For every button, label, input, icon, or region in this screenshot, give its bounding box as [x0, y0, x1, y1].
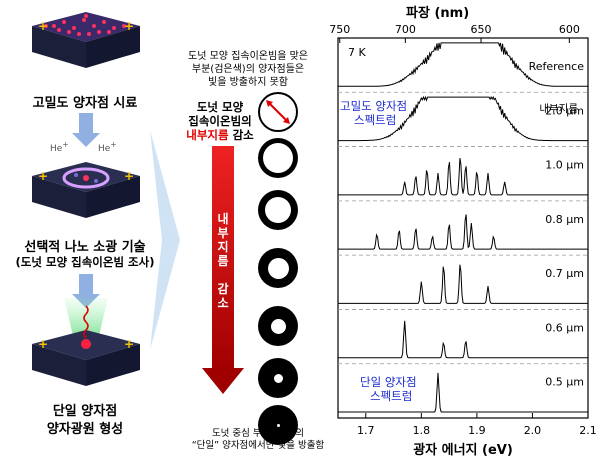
- spectrum-line-5: [338, 320, 588, 359]
- spectrum-line-0: [338, 42, 588, 87]
- series-label: 0.7 μm: [545, 267, 584, 280]
- top-note-line1: 도넛 모양 집속이온빔을 맞은: [188, 51, 308, 62]
- top-note-line2: 부분(검은색)의 양자점들은: [191, 64, 305, 75]
- top-axis-label: 파장 (nm): [406, 6, 470, 21]
- spectrum-line-4: [338, 264, 588, 304]
- inner-note-line2: 집속이온빔의: [188, 114, 252, 128]
- he-label-2: He: [98, 144, 111, 154]
- svg-text:+: +: [124, 169, 134, 183]
- temperature-label: 7 K: [348, 46, 366, 59]
- step2-sublabel: (도넛 모양 집속이온빔 조사): [15, 255, 155, 269]
- series-label: 0.8 μm: [545, 213, 584, 226]
- decrease-arrowhead: [202, 368, 244, 394]
- bottom-note-line2: “단일” 양자점에서만 빛을 방출함: [191, 440, 325, 451]
- spectra-chart: 750 700 650 600 1.7 1.8 1.9 2.0 2.1 광자 에너지 (eV) Re…: [330, 23, 597, 458]
- top-tick-label: 600: [559, 23, 580, 36]
- annot-high-density-line2: 스펙트럼: [354, 113, 396, 127]
- plot-frame: [337, 37, 589, 419]
- decrease-bar: [212, 146, 234, 370]
- single-qd-source-chip: + +: [32, 298, 140, 386]
- light-blue-sweep-arrow: [150, 130, 180, 350]
- annot-single-line2: 스펙트럼: [370, 389, 412, 403]
- bottom-note-line1: 도넛 중심 부분(흰색)의: [211, 428, 305, 439]
- donut-ring-0-8um: [258, 248, 298, 288]
- spectrum-line-3: [338, 214, 588, 250]
- spectrum-line-2: [338, 158, 588, 196]
- diameter-arrow-icon: [266, 100, 290, 124]
- decrease-bar-text: 내 부 지 름 감 소: [217, 212, 229, 310]
- series-label: Reference: [529, 60, 585, 73]
- x-tick-label: 1.8: [413, 424, 431, 437]
- svg-text:+: +: [38, 169, 48, 183]
- donut-ring-0-7um: [258, 306, 298, 346]
- svg-text:+: +: [38, 337, 48, 351]
- he-sup-2: +: [110, 140, 117, 149]
- spectrum-line-6: [338, 372, 588, 413]
- x-axis-label: 광자 에너지 (eV): [413, 442, 513, 458]
- he-sup-1: +: [62, 140, 69, 149]
- step3-label-line2: 양자광원 형성: [46, 422, 124, 437]
- spectrum-line-1: [338, 95, 588, 142]
- inner-diameter-red-text: 내부지름: [186, 128, 229, 142]
- top-tick-label: 750: [330, 23, 350, 36]
- svg-text:+: +: [124, 19, 134, 33]
- donut-ring-1um: [258, 190, 298, 230]
- x-tick-label: 1.9: [468, 424, 486, 437]
- series-label: 0.6 μm: [545, 321, 584, 334]
- donut-ring-0-6um: [258, 358, 298, 398]
- inner-note-line1: 도넛 모양: [196, 100, 244, 114]
- step1-label: 고밀도 양자점 시료: [32, 96, 138, 111]
- high-density-sample-chip: + +: [32, 12, 140, 68]
- donut-ring-2um: [258, 138, 298, 178]
- donut-ring-reference: [258, 92, 298, 132]
- donut-ring-0-5um: [258, 405, 298, 445]
- series-label: 1.0 μm: [545, 159, 584, 172]
- series-label: 2.0 μm: [545, 104, 584, 117]
- top-note-line3: 빛을 방출하지 못함: [208, 77, 288, 88]
- svg-text:+: +: [38, 19, 48, 33]
- step2-label: 선택적 나노 소광 기술: [24, 240, 146, 255]
- top-tick-label: 700: [395, 23, 416, 36]
- svg-text:+: +: [124, 337, 134, 351]
- inner-note-suffix: 감소: [228, 128, 254, 142]
- x-tick-label: 2.0: [524, 424, 542, 437]
- annot-single-line1: 단일 양자점: [360, 375, 417, 389]
- series-label: 0.5 μm: [545, 376, 584, 389]
- x-tick-label: 1.7: [357, 424, 375, 437]
- annot-high-density-line1: 고밀도 양자점: [340, 99, 407, 113]
- step3-label-line1: 단일 양자점: [52, 404, 118, 419]
- fib-irradiation-chip: + +: [32, 162, 140, 218]
- he-label-1: He: [50, 144, 63, 154]
- x-tick-label: 2.1: [579, 424, 597, 437]
- down-arrow-1: [72, 113, 100, 147]
- top-tick-label: 650: [471, 23, 492, 36]
- annot-inner-diameter: 내부지름: [539, 103, 578, 115]
